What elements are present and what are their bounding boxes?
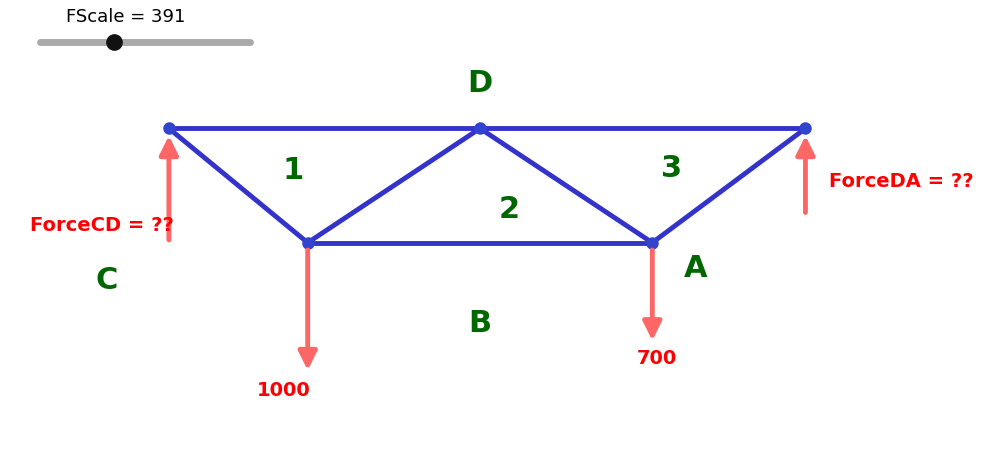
Text: A: A [684,254,707,283]
Text: 2: 2 [498,195,519,224]
Text: B: B [468,308,492,337]
Text: FScale = 391: FScale = 391 [66,8,186,26]
Text: 3: 3 [661,153,682,182]
Text: D: D [467,69,493,98]
Text: ForceCD = ??: ForceCD = ?? [30,215,174,235]
Text: C: C [95,265,118,294]
Text: 1: 1 [283,156,304,185]
Text: 700: 700 [637,348,677,367]
Text: ForceDA = ??: ForceDA = ?? [829,172,974,191]
Text: 1000: 1000 [257,380,311,399]
